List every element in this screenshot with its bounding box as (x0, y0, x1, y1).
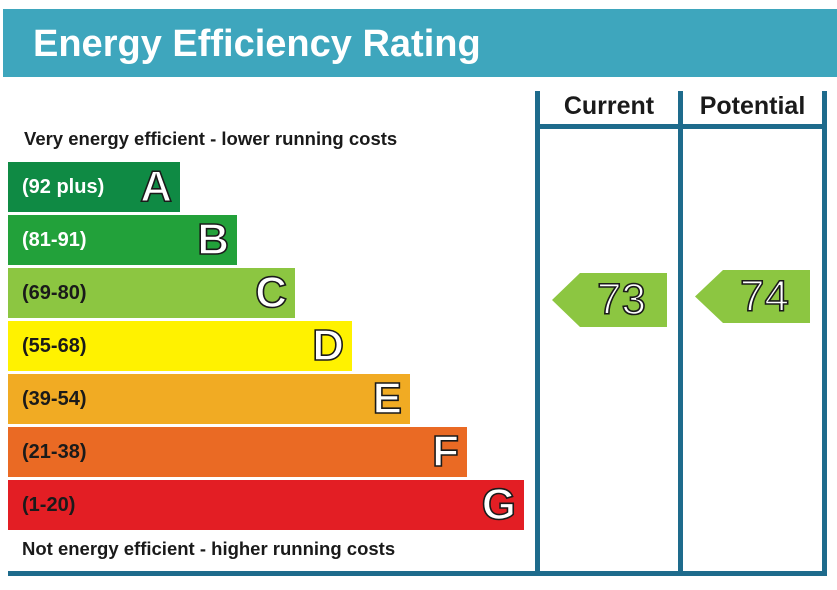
band-range-label: (69-80) (22, 282, 87, 304)
band-letter: C (254, 267, 287, 318)
band-range-label: (81-91) (22, 229, 87, 251)
band-range-label: (21-38) (22, 441, 87, 463)
arrow-shape (552, 273, 667, 327)
potential-rating-arrow: 74 (695, 270, 810, 323)
inefficient-label: Not energy efficient - higher running co… (22, 538, 396, 559)
band-letter: B (196, 214, 229, 265)
rating-band-d: (55-68) D (8, 320, 352, 371)
band-letter: F (431, 426, 459, 477)
rating-band-c: (69-80) C (8, 267, 295, 318)
rating-band-b: (81-91) B (8, 214, 237, 265)
frame-right-line (822, 91, 827, 573)
current-rating-value: 73 (596, 274, 647, 325)
band-range-label: (1-20) (22, 494, 76, 516)
band-range-label: (55-68) (22, 335, 87, 357)
chart-title: Energy Efficiency Rating (33, 23, 481, 65)
band-range-label: (92 plus) (22, 176, 105, 198)
arrow-polygon (695, 270, 810, 323)
header-bar: Energy Efficiency Rating (3, 9, 837, 77)
band-range-label: (39-54) (22, 388, 87, 410)
efficient-label: Very energy efficient - lower running co… (24, 128, 398, 149)
arrow-polygon (552, 273, 667, 327)
potential-rating-value: 74 (739, 271, 790, 322)
band-letter: E (372, 373, 403, 424)
band-letter: D (311, 320, 344, 371)
frame-left-line (535, 91, 540, 573)
current-rating-arrow: 73 (552, 273, 667, 327)
rating-band-f: (21-38) F (8, 426, 467, 477)
frame-middle-line (678, 91, 683, 573)
rating-band-g: (1-20) G (8, 479, 524, 530)
band-letter: G (481, 479, 517, 530)
header-divider (535, 124, 827, 129)
band-letter: A (139, 161, 172, 212)
arrow-shape (695, 270, 810, 323)
frame-bottom-line (8, 571, 827, 576)
rating-band-e: (39-54) E (8, 373, 410, 424)
rating-band-a: (92 plus) A (8, 161, 180, 212)
potential-column-header: Potential (699, 92, 806, 120)
current-column-header: Current (563, 92, 655, 120)
